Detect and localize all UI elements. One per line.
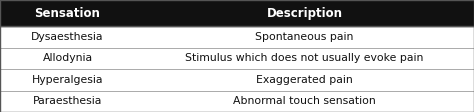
Text: Stimulus which does not usually evoke pain: Stimulus which does not usually evoke pa… <box>185 53 424 64</box>
Text: Dysaesthesia: Dysaesthesia <box>31 32 104 42</box>
Text: Paraesthesia: Paraesthesia <box>33 96 102 106</box>
Bar <box>0 69 474 91</box>
Text: Hyperalgesia: Hyperalgesia <box>32 75 103 85</box>
Bar <box>0 48 474 69</box>
Bar <box>0 26 474 48</box>
Text: Exaggerated pain: Exaggerated pain <box>256 75 353 85</box>
Bar <box>0 0 474 26</box>
Text: Spontaneous pain: Spontaneous pain <box>255 32 354 42</box>
Bar <box>0 91 474 112</box>
Text: Sensation: Sensation <box>35 7 100 20</box>
Text: Description: Description <box>266 7 343 20</box>
Text: Abnormal touch sensation: Abnormal touch sensation <box>233 96 376 106</box>
Text: Allodynia: Allodynia <box>43 53 92 64</box>
